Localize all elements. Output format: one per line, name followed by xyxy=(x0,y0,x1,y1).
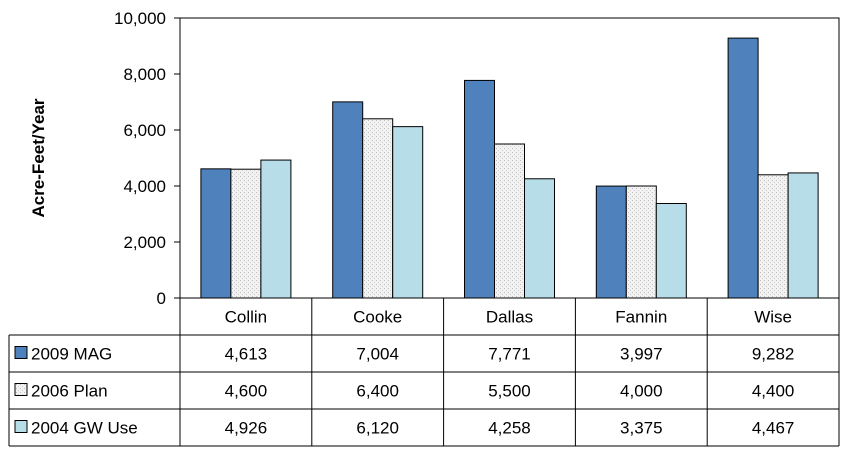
data-label: 4,467 xyxy=(752,419,795,438)
bar-2009-mag-cooke xyxy=(332,101,364,299)
x-tick-label: Fannin xyxy=(615,308,667,327)
data-label: 4,600 xyxy=(225,382,268,401)
bar-2006-plan-collin xyxy=(230,168,262,299)
y-tick-label: 10,000 xyxy=(114,9,166,28)
legend-key xyxy=(14,346,28,359)
data-label: 4,613 xyxy=(225,345,268,364)
data-label: 7,771 xyxy=(488,345,531,364)
data-label: 4,400 xyxy=(752,382,795,401)
bar-2009-mag-dallas xyxy=(464,79,495,299)
data-label: 4,926 xyxy=(225,419,268,438)
legend-label: 2006 Plan xyxy=(31,382,108,401)
y-tick-label: 6,000 xyxy=(123,121,166,140)
y-tick-label: 4,000 xyxy=(123,177,166,196)
x-tick-label: Dallas xyxy=(486,308,533,327)
legend-label: 2009 MAG xyxy=(31,345,112,364)
data-label: 6,400 xyxy=(356,382,399,401)
x-tick-label: Collin xyxy=(225,308,268,327)
data-label: 9,282 xyxy=(752,345,795,364)
y-tick-label: 0 xyxy=(157,289,166,308)
legend-label: 2004 GW Use xyxy=(31,419,138,438)
x-tick-label: Wise xyxy=(754,308,792,327)
legend-key xyxy=(14,383,28,396)
y-tick-label: 8,000 xyxy=(123,65,166,84)
data-label: 6,120 xyxy=(356,419,399,438)
bar-2009-mag-fannin xyxy=(595,185,627,299)
bar-2004-gw-use-dallas xyxy=(524,178,555,299)
legend-key xyxy=(14,420,28,433)
bar-2004-gw-use-wise xyxy=(787,172,819,299)
bar-2009-mag-wise xyxy=(727,37,759,299)
bar-2006-plan-wise xyxy=(757,174,789,299)
bar-2004-gw-use-fannin xyxy=(655,203,687,299)
bar-2006-plan-cooke xyxy=(362,118,394,299)
data-label: 4,258 xyxy=(488,419,531,438)
data-label: 3,997 xyxy=(620,345,663,364)
data-label: 5,500 xyxy=(488,382,531,401)
data-label: 7,004 xyxy=(356,345,399,364)
data-label: 3,375 xyxy=(620,419,663,438)
y-axis-label: Acre-Feet/Year xyxy=(29,98,48,217)
y-tick-label: 2,000 xyxy=(123,233,166,252)
x-tick-label: Cooke xyxy=(353,308,402,327)
bar-2004-gw-use-collin xyxy=(260,159,292,299)
bar-2004-gw-use-cooke xyxy=(392,126,424,299)
bar-2006-plan-dallas xyxy=(494,143,525,299)
bar-2006-plan-fannin xyxy=(625,185,657,299)
data-label: 4,000 xyxy=(620,382,663,401)
bar-2009-mag-collin xyxy=(200,168,232,299)
